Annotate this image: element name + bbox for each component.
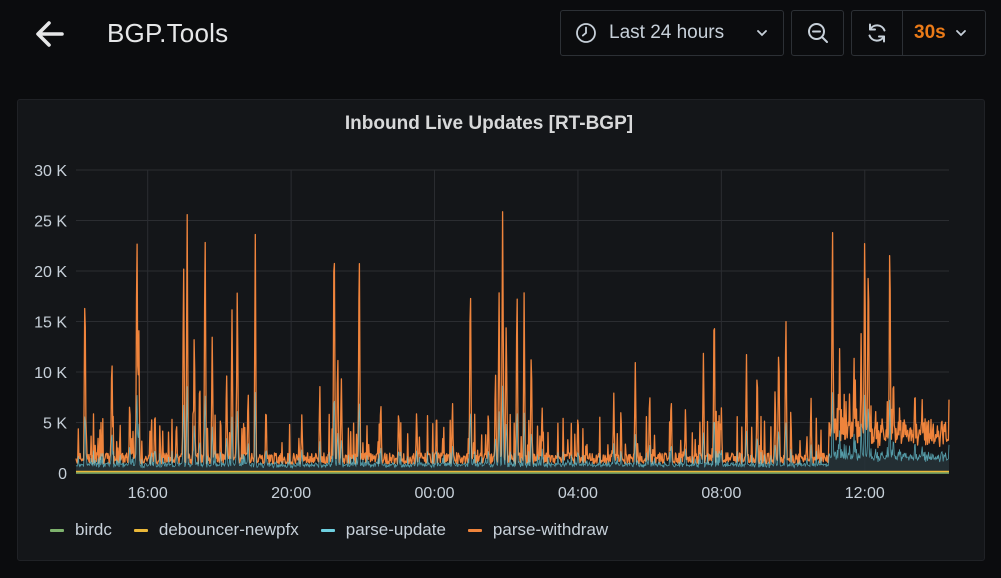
chart-legend: birdc debouncer-newpfx parse-update parse-w… (50, 520, 630, 540)
line-chart[interactable]: 0 5 K 10 K 15 K 20 K 25 K 30 K 16:00 20:00 00:00 0… (18, 100, 984, 560)
legend-swatch (133, 528, 148, 532)
refresh-button[interactable] (851, 10, 903, 56)
x-tick-label: 08:00 (701, 485, 741, 502)
refresh-interval-picker[interactable]: 30s (902, 10, 986, 56)
y-tick-label: 0 (58, 466, 67, 483)
legend-label: birdc (75, 520, 112, 539)
legend-item-parse-withdraw[interactable]: parse-withdraw (467, 520, 609, 540)
panel-title[interactable]: Inbound Live Updates [RT-BGP] (344, 113, 634, 134)
refresh-icon (868, 23, 886, 43)
legend-item-debouncer-newpfx[interactable]: debouncer-newpfx (133, 520, 299, 540)
chevron-down-icon (955, 30, 966, 37)
chart-grid (76, 169, 949, 474)
y-tick-label: 10 K (34, 365, 67, 382)
chart-panel: Inbound Live Updates [RT-BGP] 0 5 K 10 K 15… (17, 99, 985, 561)
x-tick-label: 12:00 (845, 485, 885, 502)
y-tick-label: 15 K (34, 315, 67, 332)
back-button[interactable] (30, 16, 70, 52)
y-tick-label: 5 K (43, 416, 67, 433)
x-tick-label: 04:00 (558, 485, 598, 502)
x-tick-label: 20:00 (271, 485, 311, 502)
time-range-label: Last 24 hours (609, 22, 725, 43)
x-tick-label: 16:00 (128, 485, 168, 502)
series-parse-update (75, 385, 950, 470)
y-tick-label: 30 K (34, 163, 67, 180)
parse-update-area (76, 385, 949, 473)
back-arrow-icon (36, 21, 64, 47)
y-tick-label: 20 K (34, 264, 67, 281)
series-parse-withdraw (75, 211, 950, 465)
time-range-picker[interactable]: Last 24 hours (560, 10, 784, 56)
legend-item-birdc[interactable]: birdc (50, 520, 112, 540)
top-bar: BGP.Tools Last 24 hours 30s (0, 0, 1001, 70)
legend-swatch (50, 528, 64, 532)
legend-label: parse-update (345, 520, 446, 539)
zoom-out-icon (807, 23, 828, 43)
app-title: BGP.Tools (107, 18, 229, 48)
y-tick-label: 25 K (34, 214, 67, 231)
clock-icon (576, 23, 596, 43)
legend-swatch (320, 528, 335, 532)
legend-label: parse-withdraw (492, 520, 609, 539)
x-tick-label: 00:00 (414, 485, 454, 502)
legend-item-parse-update[interactable]: parse-update (320, 520, 446, 540)
chevron-down-icon (757, 30, 767, 37)
legend-swatch (467, 528, 482, 532)
refresh-interval-label: 30s (914, 22, 946, 43)
zoom-out-button[interactable] (791, 10, 844, 56)
legend-label: debouncer-newpfx (158, 520, 299, 539)
